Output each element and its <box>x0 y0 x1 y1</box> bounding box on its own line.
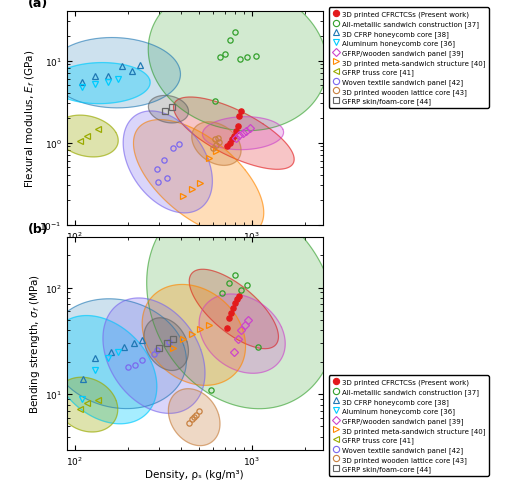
Polygon shape <box>56 378 118 432</box>
Polygon shape <box>189 270 279 349</box>
Text: (b): (b) <box>28 222 49 235</box>
Polygon shape <box>49 299 186 409</box>
Polygon shape <box>148 0 327 132</box>
Polygon shape <box>134 121 264 237</box>
Polygon shape <box>50 316 157 424</box>
Polygon shape <box>148 96 188 124</box>
Polygon shape <box>142 285 246 386</box>
X-axis label: Density, ρₛ (kg/m³): Density, ρₛ (kg/m³) <box>145 243 244 254</box>
Y-axis label: Flexural modulus, $E_f$ (GPa): Flexural modulus, $E_f$ (GPa) <box>23 49 36 188</box>
Polygon shape <box>168 389 220 446</box>
Polygon shape <box>199 294 285 374</box>
Legend: 3D printed CFRCTCSs (Present work), All-metallic sandwich construction [37], 3D : 3D printed CFRCTCSs (Present work), All-… <box>329 376 489 476</box>
Y-axis label: Bending strength, $\sigma_f$ (MPa): Bending strength, $\sigma_f$ (MPa) <box>28 274 42 413</box>
Polygon shape <box>144 318 188 371</box>
X-axis label: Density, ρₛ (kg/m³): Density, ρₛ (kg/m³) <box>145 469 244 479</box>
Polygon shape <box>103 298 205 413</box>
Polygon shape <box>202 118 284 151</box>
Polygon shape <box>55 116 118 158</box>
Polygon shape <box>49 38 180 108</box>
Legend: 3D printed CFRCTCSs (Present work), All-metallic sandwich construction [37], 3D : 3D printed CFRCTCSs (Present work), All-… <box>329 8 489 108</box>
Polygon shape <box>146 197 336 409</box>
Polygon shape <box>123 112 212 213</box>
Text: (a): (a) <box>28 0 49 10</box>
Polygon shape <box>192 122 241 166</box>
Polygon shape <box>174 98 294 170</box>
Polygon shape <box>51 63 150 105</box>
